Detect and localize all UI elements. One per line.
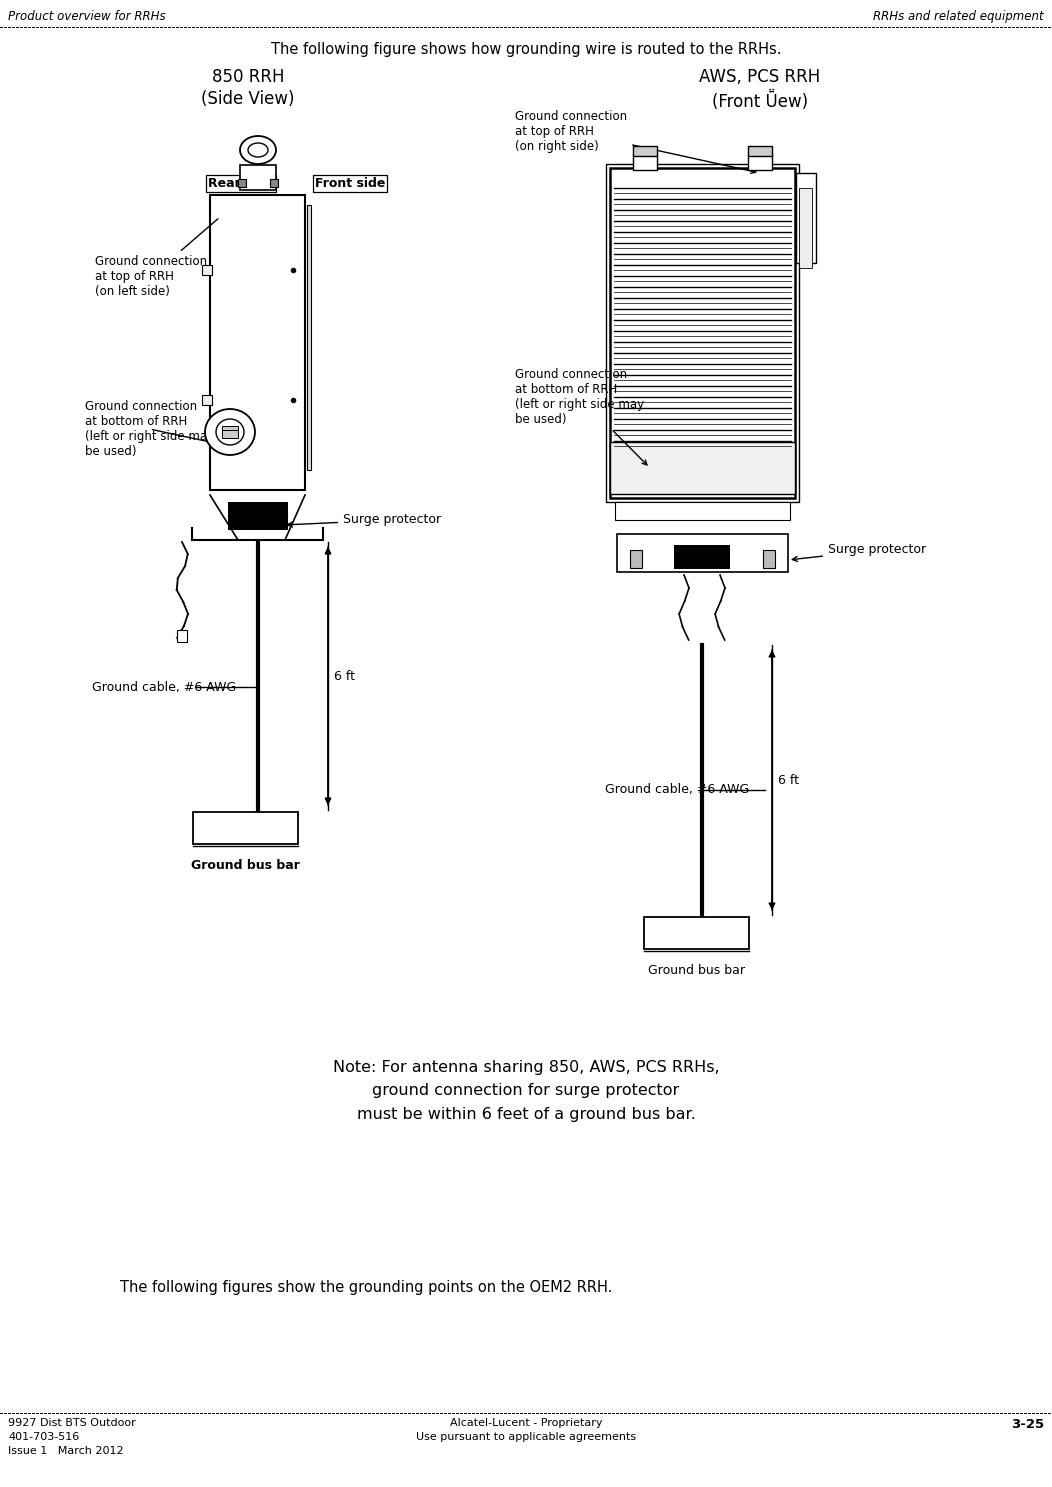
Text: Ground bus bar: Ground bus bar xyxy=(190,859,300,871)
Bar xyxy=(240,165,276,190)
Text: Alcatel-Lucent - Proprietary: Alcatel-Lucent - Proprietary xyxy=(450,1419,602,1428)
Bar xyxy=(307,205,311,470)
Text: 850 RRH
(Side View): 850 RRH (Side View) xyxy=(201,68,295,109)
Text: Ground cable, #6 AWG: Ground cable, #6 AWG xyxy=(92,681,237,693)
Bar xyxy=(610,168,795,498)
Bar xyxy=(610,442,795,494)
Text: Use pursuant to applicable agreements: Use pursuant to applicable agreements xyxy=(416,1432,636,1442)
Bar xyxy=(800,187,812,268)
Text: Ground connection
at top of RRH
(on right side): Ground connection at top of RRH (on righ… xyxy=(515,110,755,174)
Text: Surge protector: Surge protector xyxy=(792,544,926,562)
Bar xyxy=(748,155,772,170)
Bar xyxy=(238,178,246,187)
Text: 3-25: 3-25 xyxy=(1011,1419,1044,1430)
Bar xyxy=(630,550,642,568)
Bar xyxy=(796,172,816,263)
Text: Product overview for RRHs: Product overview for RRHs xyxy=(8,10,165,22)
Ellipse shape xyxy=(216,419,244,445)
Text: The following figures show the grounding points on the OEM2 RRH.: The following figures show the grounding… xyxy=(120,1280,612,1295)
Ellipse shape xyxy=(248,143,268,158)
Text: Ground connection
at bottom of RRH
(left or right side may
be used): Ground connection at bottom of RRH (left… xyxy=(515,367,647,465)
Bar xyxy=(618,534,788,572)
Text: The following figure shows how grounding wire is routed to the RRHs.: The following figure shows how grounding… xyxy=(270,42,782,57)
Bar xyxy=(644,917,749,949)
Text: 6 ft: 6 ft xyxy=(333,669,355,683)
Bar xyxy=(270,178,278,187)
Bar xyxy=(633,146,658,156)
Text: Front side: Front side xyxy=(315,177,385,190)
Text: Note: For antenna sharing 850, AWS, PCS RRHs,
ground connection for surge protec: Note: For antenna sharing 850, AWS, PCS … xyxy=(332,1060,720,1121)
Text: Ground connection
at top of RRH
(on left side): Ground connection at top of RRH (on left… xyxy=(95,219,218,297)
Bar xyxy=(228,503,288,529)
Text: Issue 1   March 2012: Issue 1 March 2012 xyxy=(8,1445,124,1456)
Ellipse shape xyxy=(240,135,276,164)
Bar xyxy=(606,164,800,503)
Ellipse shape xyxy=(205,409,255,455)
Bar xyxy=(202,265,213,275)
Text: 401-703-516: 401-703-516 xyxy=(8,1432,79,1442)
Text: Surge protector: Surge protector xyxy=(287,513,441,526)
Text: RRHs and related equipment: RRHs and related equipment xyxy=(873,10,1044,22)
Bar xyxy=(748,146,772,156)
Text: Ground cable, #6 AWG: Ground cable, #6 AWG xyxy=(605,784,749,797)
Text: Ground bus bar: Ground bus bar xyxy=(647,964,745,977)
Bar xyxy=(222,430,238,439)
Text: AWS, PCS RRH
(Front Ṻew): AWS, PCS RRH (Front Ṻew) xyxy=(700,68,821,112)
Bar xyxy=(615,503,790,520)
Text: Ground connection
at bottom of RRH
(left or right side may
be used): Ground connection at bottom of RRH (left… xyxy=(85,400,215,458)
Text: Rear side: Rear side xyxy=(208,177,274,190)
Bar xyxy=(210,195,305,491)
Bar xyxy=(177,630,187,642)
Bar xyxy=(674,546,730,570)
Text: 6 ft: 6 ft xyxy=(778,773,800,787)
Bar xyxy=(633,155,658,170)
Bar xyxy=(193,812,298,845)
Bar xyxy=(763,550,775,568)
Text: 9927 Dist BTS Outdoor: 9927 Dist BTS Outdoor xyxy=(8,1419,136,1428)
Bar xyxy=(222,425,238,430)
Bar xyxy=(202,396,213,404)
